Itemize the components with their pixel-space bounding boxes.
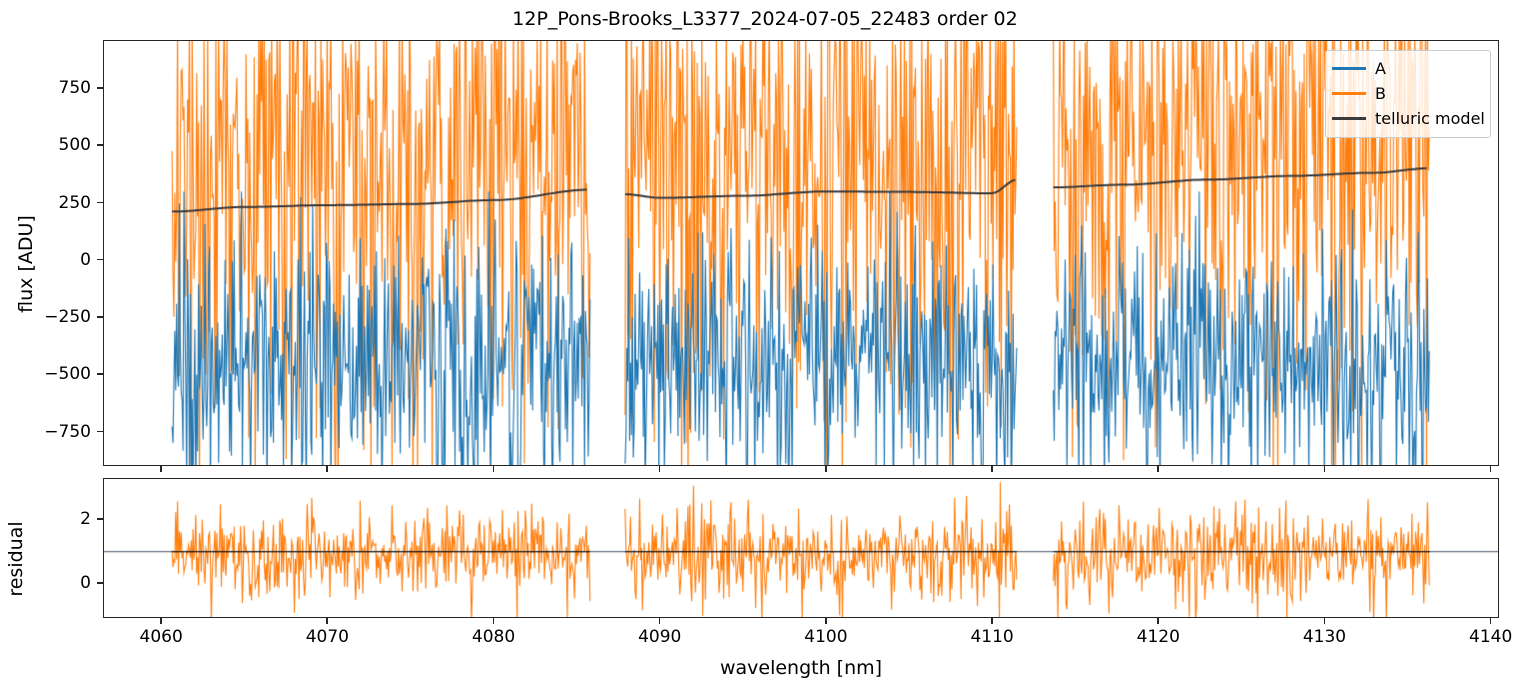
flux-ytick-label: 500 [58, 135, 91, 156]
flux-plot-area [103, 40, 1499, 466]
page-title: 12P_Pons-Brooks_L3377_2024-07-05_22483 o… [512, 8, 1018, 30]
flux-ytick-mark [97, 373, 103, 375]
wavelength-xtick-mark [492, 618, 495, 624]
flux-ytick-label: −250 [44, 307, 91, 328]
wavelength-xtick-label: 4120 [1136, 627, 1180, 647]
flux-ytick-mark [97, 430, 103, 433]
wavelength-xtick-mark [824, 618, 827, 624]
flux-ytick-label: 250 [58, 192, 91, 213]
flux-ytick-label: −750 [44, 421, 91, 442]
flux-ytick-mark [97, 201, 103, 204]
wavelength-xtick-label: 4060 [139, 627, 183, 647]
residual-plot-area [103, 478, 1499, 618]
wavelength-xtick-label: 4140 [1469, 627, 1513, 647]
legend-color-swatch [1332, 92, 1366, 95]
legend-label: B [1375, 84, 1386, 103]
wavelength-xtick-mark [160, 618, 162, 624]
flux-axis-label: flux [ADU] [15, 215, 37, 313]
legend-label: telluric model [1375, 109, 1485, 128]
flux-ytick-label: 0 [80, 249, 91, 270]
legend-item-a: A [1332, 56, 1484, 81]
flux-ytick-mark [97, 258, 103, 261]
wavelength-xtick-mark [1489, 618, 1492, 624]
legend-item-telluric-model: telluric model [1332, 106, 1485, 131]
legend-color-swatch [1332, 117, 1366, 120]
flux-xtick-mark [326, 466, 328, 472]
residual-ytick-mark [97, 518, 103, 520]
wavelength-xtick-mark [1323, 618, 1326, 624]
wavelength-xtick-mark [991, 618, 993, 624]
wavelength-xtick-label: 4090 [638, 627, 682, 647]
residual-ytick-label: 2 [80, 509, 91, 530]
wavelength-xtick-label: 4070 [305, 627, 349, 647]
residual-ytick-mark [97, 582, 103, 584]
residual-ytick-label: 0 [80, 573, 91, 593]
wavelength-xtick-label: 4110 [970, 627, 1014, 647]
legend-item-b: B [1332, 81, 1484, 106]
residual-canvas [104, 479, 1498, 617]
flux-xtick-mark [160, 466, 162, 472]
wavelength-axis-label: wavelength [nm] [719, 657, 883, 679]
flux-xtick-mark [824, 466, 827, 472]
flux-xtick-mark [1489, 466, 1492, 472]
flux-ytick-mark [97, 87, 103, 89]
flux-ytick-label: −500 [44, 364, 91, 385]
flux-xtick-mark [991, 466, 993, 472]
wavelength-xtick-mark [1157, 618, 1159, 624]
flux-xtick-mark [1323, 466, 1326, 472]
wavelength-xtick-mark [326, 618, 328, 624]
flux-xtick-mark [1157, 466, 1159, 472]
wavelength-xtick-label: 4080 [471, 627, 516, 647]
flux-xtick-mark [658, 466, 661, 472]
legend-label: A [1375, 59, 1386, 78]
wavelength-xtick-mark [658, 618, 661, 624]
flux-xtick-mark [492, 466, 495, 472]
flux-ytick-mark [97, 144, 103, 146]
flux-ytick-label: 750 [58, 78, 91, 99]
wavelength-xtick-label: 4130 [1302, 627, 1347, 647]
wavelength-xtick-label: 4100 [804, 627, 848, 647]
legend-color-swatch [1332, 67, 1366, 70]
flux-spectrum-canvas [104, 41, 1498, 465]
flux-ytick-mark [97, 316, 103, 318]
residual-axis-label: residual [5, 521, 27, 597]
